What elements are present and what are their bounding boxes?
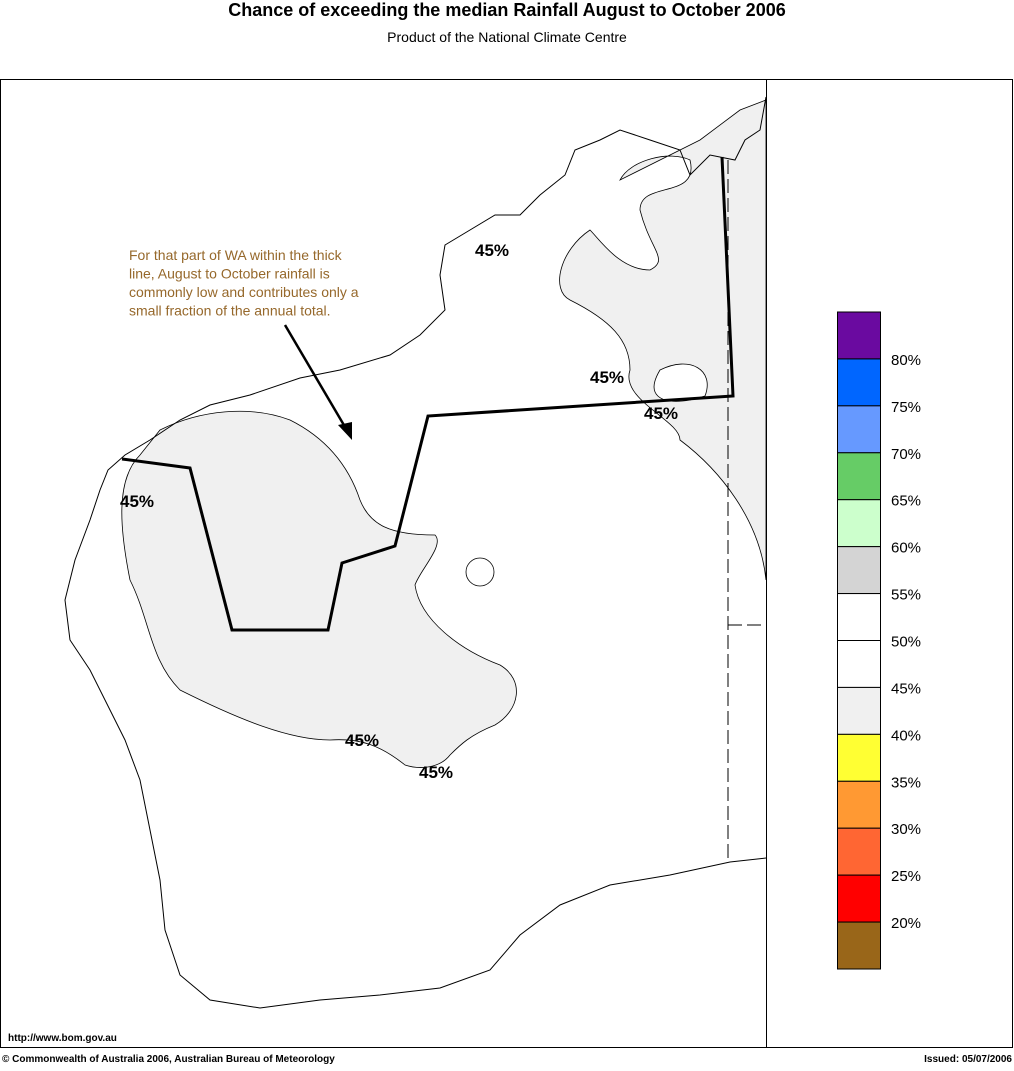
contour-label: 45% <box>419 763 453 782</box>
legend-swatch <box>837 640 881 688</box>
legend-label: 65% <box>891 493 921 510</box>
legend-label: 80% <box>891 352 921 369</box>
legend-label: 25% <box>891 868 921 885</box>
legend-label: 40% <box>891 727 921 744</box>
legend-label: 45% <box>891 680 921 697</box>
legend-swatch <box>837 733 881 782</box>
legend-swatch <box>837 686 881 735</box>
coastline <box>64 96 767 1009</box>
arrow-head <box>338 422 352 440</box>
legend-label: 20% <box>891 915 921 932</box>
legend-swatch <box>837 827 881 876</box>
legend-label: 50% <box>891 634 921 651</box>
annotation-line: small fraction of the annual total. <box>129 303 331 319</box>
annotation: For that part of WA within the thick line… <box>129 247 359 319</box>
contour-label: 45% <box>590 368 624 387</box>
legend-label: 70% <box>891 446 921 463</box>
contour-label: 45% <box>475 241 509 260</box>
legend-swatch <box>837 311 881 360</box>
contour <box>653 363 708 402</box>
legend-label: 55% <box>891 587 921 604</box>
contour-label: 45% <box>644 404 678 423</box>
legend-label: 35% <box>891 774 921 791</box>
url: http://www.bom.gov.au <box>8 1033 117 1044</box>
subtitle: Product of the National Climate Centre <box>387 29 627 45</box>
legend-label: 75% <box>891 399 921 416</box>
legend-swatch <box>837 499 881 548</box>
contour-label: 45% <box>345 731 379 750</box>
legend: 80% 75% 70% 65% 60% 55% 50% 45% 40% 35% 30% 25% 20% <box>837 311 921 970</box>
shaded-region <box>559 99 767 581</box>
legend-label: 60% <box>891 540 921 557</box>
legend-swatch <box>837 780 881 829</box>
contour-label: 45% <box>120 492 154 511</box>
legend-swatch <box>837 452 881 501</box>
legend-swatch <box>837 358 881 407</box>
annotation-line: commonly low and contributes only a <box>129 284 359 300</box>
legend-swatch <box>837 593 881 641</box>
thick-line <box>121 156 735 632</box>
contour-labels: 45% 45% 45% 45% 45% 45% <box>120 241 678 782</box>
legend-swatch <box>837 874 881 923</box>
arrow <box>283 324 350 433</box>
legend-swatch <box>837 921 881 970</box>
legend-swatch <box>837 405 881 454</box>
title: Chance of exceeding the median Rainfall … <box>228 0 785 20</box>
shaded-region <box>121 410 517 768</box>
annotation-line: For that part of WA within the thick <box>129 247 343 263</box>
contour <box>465 557 495 587</box>
legend-label: 30% <box>891 821 921 838</box>
legend-swatch <box>837 546 881 595</box>
issued: Issued: 05/07/2006 <box>924 1054 1012 1065</box>
annotation-line: line, August to October rainfall is <box>129 266 330 282</box>
copyright: © Commonwealth of Australia 2006, Austra… <box>2 1054 335 1065</box>
